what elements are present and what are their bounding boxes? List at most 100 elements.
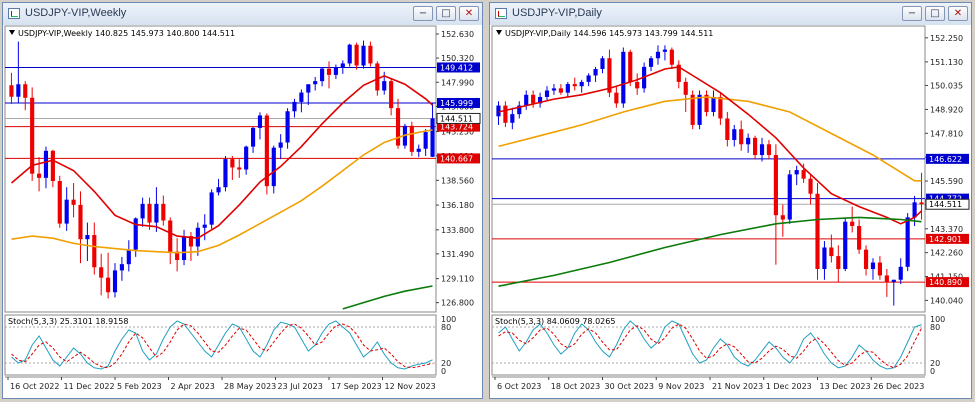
current-price-label: 144.511 <box>929 200 962 209</box>
candle-body <box>237 167 242 170</box>
stoch-tick-label: 80 <box>930 323 940 332</box>
y-tick-label: 141.150 <box>930 273 963 282</box>
candle-body <box>92 235 97 268</box>
candle-body <box>216 187 221 193</box>
y-tick-label: 150.320 <box>441 54 474 63</box>
candle-body <box>912 202 917 218</box>
candle-body <box>843 221 848 269</box>
candle-body <box>531 94 536 104</box>
candle-body <box>600 58 605 70</box>
moving-average-red <box>10 75 434 240</box>
symbol-ohlc-label: USDJPY-VIP,Daily 144.596 145.973 143.799… <box>505 29 713 38</box>
stoch-d-line <box>11 323 433 369</box>
stoch-label: Stoch(5,3,3) 25.3101 18.9158 <box>8 317 128 326</box>
candle-body <box>628 51 633 82</box>
candle-body <box>230 159 235 168</box>
window-titlebar[interactable]: USDJPY-VIP,Weekly − □ ✕ <box>3 3 482 26</box>
candle-body <box>836 256 841 269</box>
candle-body <box>333 67 338 75</box>
x-tick-label: 16 Oct 2022 <box>10 382 59 391</box>
y-tick-label: 140.040 <box>930 296 963 305</box>
x-tick-label: 1 Dec 2023 <box>766 382 812 391</box>
candle-body <box>766 144 772 156</box>
candle-body <box>416 148 421 152</box>
window-titlebar[interactable]: USDJPY-VIP,Daily − □ ✕ <box>490 3 971 26</box>
stoch-tick-label: 20 <box>441 359 451 368</box>
candle-body <box>30 97 35 174</box>
candle-body <box>99 267 104 278</box>
candle-body <box>863 249 869 269</box>
stoch-tick-label: 100 <box>930 315 945 324</box>
candle-body <box>669 49 674 65</box>
level-price-tag <box>437 121 480 132</box>
x-tick-label: 18 Oct 2023 <box>551 382 600 391</box>
minimize-button[interactable]: − <box>902 6 922 21</box>
x-tick-label: 2 Apr 2023 <box>171 382 215 391</box>
candle-body <box>85 235 90 240</box>
candle-body <box>106 277 111 293</box>
chart-window-weekly[interactable]: USDJPY-VIP,Weekly − □ ✕ 152.630 150.320 14… <box>2 2 483 399</box>
level-price-tag <box>926 193 969 204</box>
stoch-pane-frame <box>4 314 437 376</box>
price-chart-weekly[interactable]: 152.630150.320147.990145.660143.250140.9… <box>3 25 482 398</box>
candle-body <box>168 220 173 252</box>
candle-body <box>635 81 640 89</box>
level-price-tag <box>926 277 969 288</box>
y-tick-label: 131.490 <box>441 250 474 259</box>
candle-body <box>430 118 435 157</box>
minimize-button[interactable]: − <box>413 6 433 21</box>
y-tick-label: 142.260 <box>930 249 963 258</box>
symbol-ohlc-label: USDJPY-VIP,Weekly 140.825 145.973 140.80… <box>18 29 235 38</box>
maximize-button[interactable]: □ <box>436 6 456 21</box>
price-chart-daily[interactable]: 152.250151.130150.035148.920147.810146.7… <box>490 25 971 398</box>
level-price-label: 146.622 <box>929 155 962 164</box>
y-tick-label: 150.035 <box>930 81 963 90</box>
candle-body <box>16 84 21 97</box>
price-pane-frame <box>4 25 437 313</box>
candle-body <box>732 129 737 140</box>
candle-body <box>140 203 145 219</box>
candle-body <box>538 96 543 104</box>
chart-window-icon <box>495 8 507 19</box>
level-price-label: 140.890 <box>929 278 962 287</box>
y-tick-label: 145.590 <box>930 177 963 186</box>
candle-body <box>815 193 820 269</box>
stoch-tick-label: 0 <box>441 367 446 376</box>
moving-average-green <box>342 285 433 310</box>
candle-body <box>112 270 118 293</box>
candle-body <box>697 94 702 125</box>
y-tick-label: 143.370 <box>930 225 963 234</box>
candle-body <box>725 118 730 140</box>
candle-body <box>126 249 131 265</box>
candle-body <box>822 247 827 269</box>
x-tick-label: 11 Dec 2022 <box>64 382 115 391</box>
moving-average-red <box>498 66 923 225</box>
x-tick-label: 17 Sep 2023 <box>331 382 382 391</box>
candle-body <box>524 94 529 106</box>
candle-body <box>905 217 910 267</box>
moving-average-orange <box>498 96 922 182</box>
candle-body <box>161 203 166 221</box>
level-price-tag <box>437 153 480 164</box>
x-tick-label: 9 Nov 2023 <box>658 382 704 391</box>
close-button[interactable]: ✕ <box>459 6 479 21</box>
candle-body <box>382 81 387 91</box>
y-tick-label: 151.130 <box>930 58 963 67</box>
candle-body <box>510 114 515 123</box>
maximize-button[interactable]: □ <box>925 6 945 21</box>
candle-body <box>313 81 318 85</box>
chart-menu-arrow-icon <box>496 30 502 35</box>
candle-body <box>23 84 28 98</box>
close-button[interactable]: ✕ <box>948 6 968 21</box>
candle-body <box>655 51 661 59</box>
candle-body <box>780 215 785 220</box>
chart-window-daily[interactable]: USDJPY-VIP,Daily − □ ✕ 152.250 151.130 150… <box>489 2 972 399</box>
x-tick-label: 30 Oct 2023 <box>605 382 654 391</box>
candle-body <box>9 85 14 97</box>
candle-body <box>154 203 159 223</box>
chart-background <box>3 25 482 398</box>
candle-body <box>347 44 352 64</box>
chart-menu-arrow-icon <box>9 30 15 35</box>
candle-body <box>517 105 522 115</box>
current-price-label: 144.511 <box>440 114 473 123</box>
